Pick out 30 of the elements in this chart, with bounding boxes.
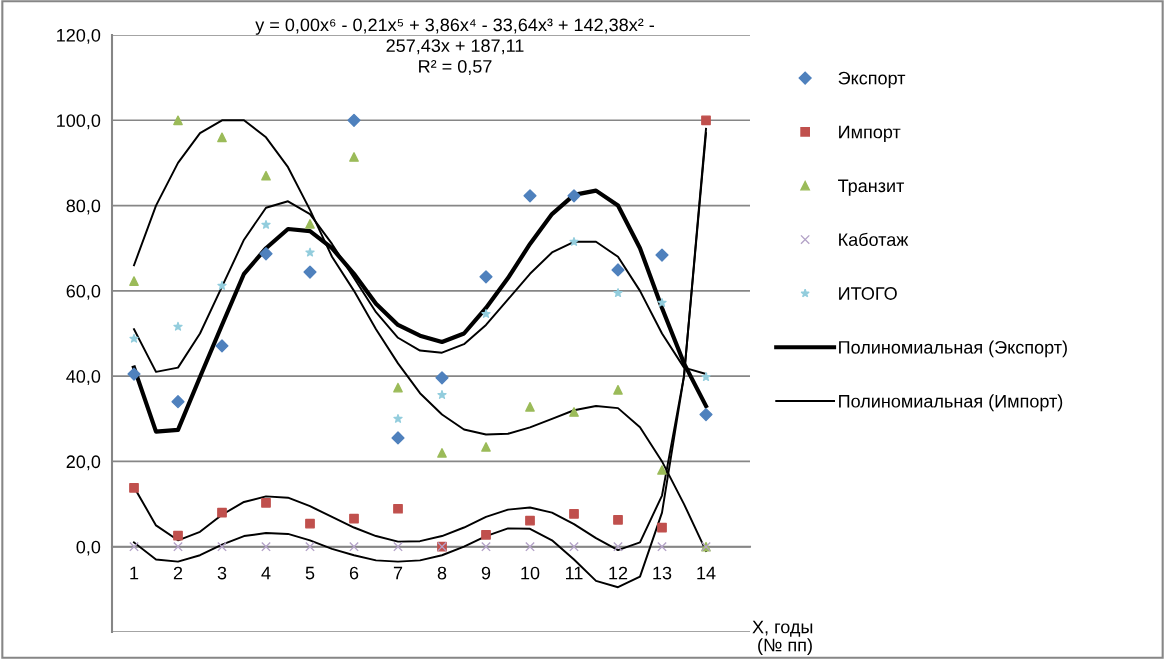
- y-tick-label: 20,0: [66, 455, 101, 471]
- x-tick-label: 8: [437, 566, 447, 580]
- legend-label: Полиномиальная (Экспорт): [839, 340, 1067, 358]
- x-tick-label: 3: [217, 566, 227, 580]
- legend-label: Полиномиальная (Импорт): [839, 394, 1063, 412]
- y-tick-label: 40,0: [66, 370, 101, 385]
- legend-label: ИТОГО: [839, 287, 897, 300]
- x-tick-label: 11: [566, 566, 583, 580]
- y-tick-label: 80,0: [66, 199, 101, 215]
- x-tick-label: 6: [349, 566, 359, 580]
- x-tick-label: 1: [130, 566, 139, 580]
- y-tick-label: 0,0: [76, 540, 101, 556]
- x-tick-label: 7: [393, 566, 403, 580]
- y-tick-label: 100,0: [57, 114, 101, 130]
- x-tick-label: 14: [697, 566, 716, 580]
- x-tick-label: 9: [481, 566, 491, 580]
- y-tick-label: 60,0: [66, 284, 101, 300]
- legend-label: Транзит: [838, 179, 905, 196]
- legend-label: Каботаж: [839, 232, 909, 247]
- y-tick-label: 120,0: [57, 28, 101, 44]
- x-tick-label: 4: [261, 566, 271, 580]
- legend-label: Экспорт: [838, 71, 906, 89]
- x-tick-label: 10: [521, 566, 540, 580]
- x-tick-label: 12: [609, 566, 628, 580]
- x-tick-label: 2: [173, 566, 183, 580]
- annotation: y = 0,00x⁶ - 0,21x⁵ + 3,86x⁴ - 33,64x³ + 142,38x² - 257,43x + 187,11 R² = 0,57: [255, 18, 654, 75]
- x-tick-label: 5: [305, 566, 315, 580]
- x-axis-title: X, годы (№ пп): [752, 620, 813, 656]
- x-tick-label: 13: [653, 566, 672, 580]
- legend-label: Импорт: [839, 125, 901, 142]
